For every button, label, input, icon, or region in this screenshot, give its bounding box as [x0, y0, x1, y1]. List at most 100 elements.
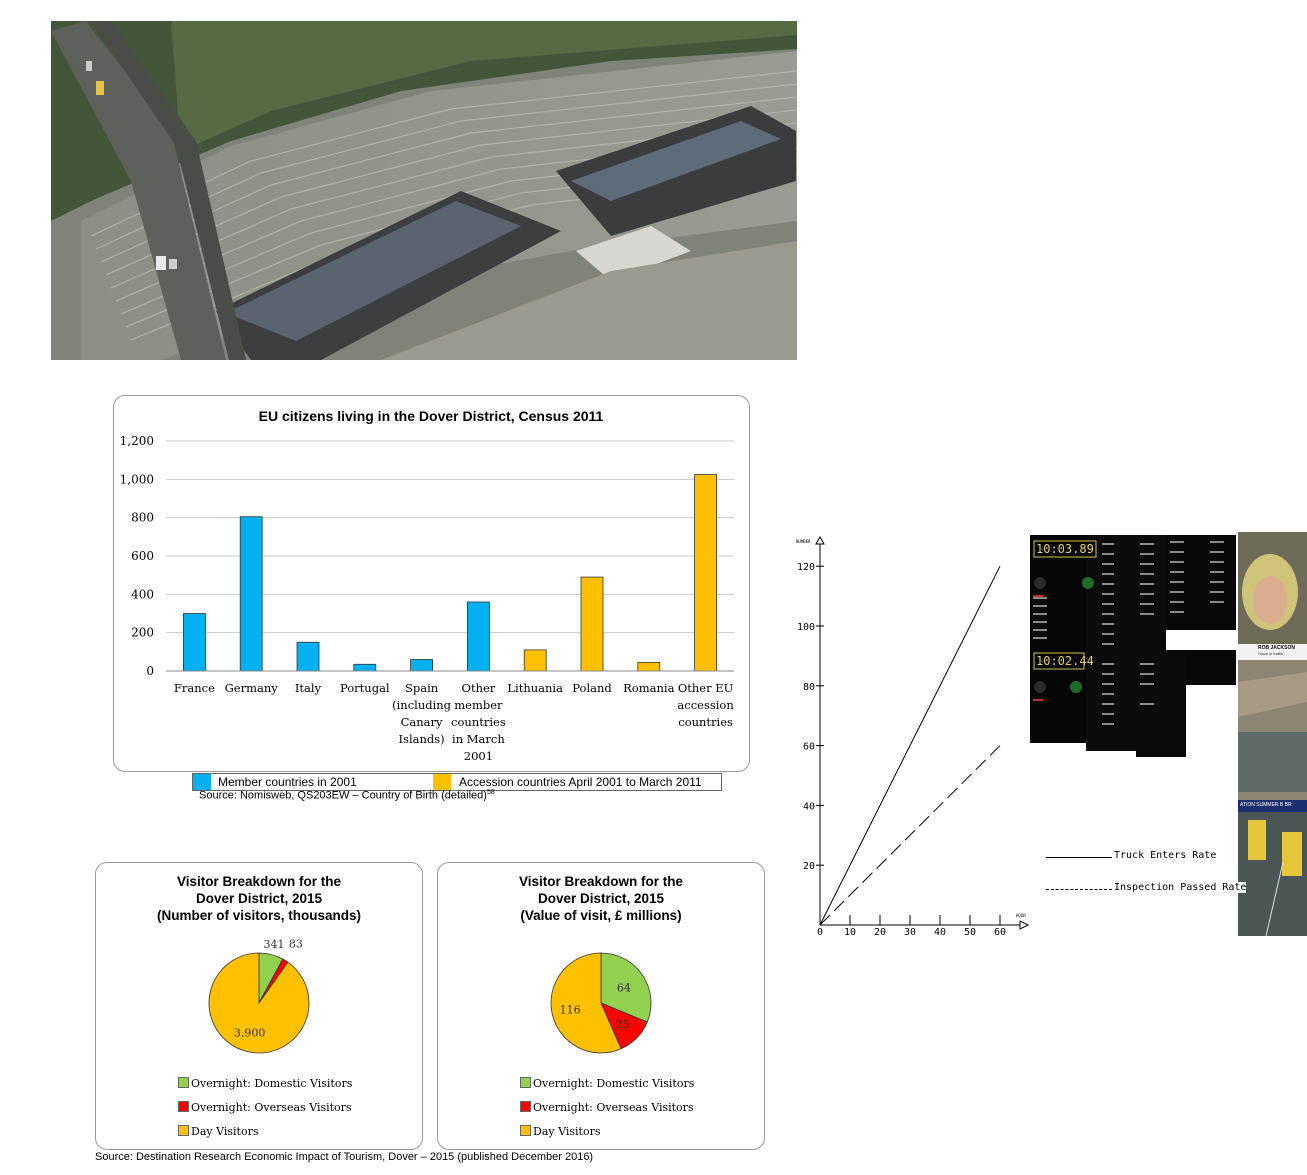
series-line [819, 745, 1001, 926]
pie-value-label: 83 [289, 938, 303, 951]
bar [466, 601, 490, 672]
x-axis-label: HOUR [1016, 913, 1026, 918]
x-tick-label: Portugal [340, 681, 390, 695]
bar-source-text: Source: Nomisweb, QS203EW – Country of B… [199, 789, 487, 802]
bar [296, 641, 320, 672]
x-tick-label: Germany [225, 681, 279, 695]
pie-visitors-title-line: (Number of visitors, thousands) [156, 908, 362, 923]
pie-value-label: 64 [617, 982, 631, 995]
legend-label: Overnight: Overseas Visitors [191, 1101, 352, 1114]
y-tick-label: 1,000 [120, 472, 154, 486]
tablet-timer-2: 10:02.44 [1036, 654, 1094, 668]
bar [353, 663, 377, 672]
x-tick-label: 10 [844, 927, 856, 938]
y-tick-label: 0 [146, 664, 154, 678]
legend-swatch-overseas [520, 1101, 531, 1112]
x-tick-label: Romania [623, 681, 674, 695]
pie-value-legend-overseas: Overnight: Overseas Visitors [520, 1101, 694, 1114]
legend-swatch-domestic [520, 1077, 531, 1088]
pie-visitors-legend-overseas: Overnight: Overseas Visitors [178, 1101, 352, 1114]
x-tick-label: Italy [295, 681, 322, 695]
y-tick-label: 400 [131, 587, 154, 601]
pie-slice [208, 952, 310, 1054]
news-screenshot: ROB JACKSON Stuck in traffic ATION SUMME… [1238, 532, 1307, 936]
x-tick-label: accession [677, 698, 734, 712]
legend-label: Overnight: Overseas Visitors [533, 1101, 694, 1114]
x-tick-label: Poland [572, 681, 612, 695]
x-tick-label: Lithuania [507, 681, 563, 695]
x-tick-label: countries [678, 715, 733, 729]
bar-source-superscript: 58 [486, 789, 495, 796]
legend-label: Overnight: Domestic Visitors [191, 1077, 353, 1090]
line-legend-label: Inspection Passed Rate [1114, 882, 1247, 893]
x-tick-label: Other [462, 681, 496, 695]
pie-value-label: 25 [615, 1018, 629, 1031]
tablet-screenshot: 10:03.89 10:02.44 [1030, 535, 1236, 757]
line-legend-swatch [1046, 889, 1112, 890]
aerial-photo [51, 21, 797, 360]
legend-label: Day Visitors [191, 1125, 259, 1138]
legend-swatch-day [520, 1125, 531, 1136]
x-tick-label: 50 [964, 927, 976, 938]
pie-chart-visitors-panel: Visitor Breakdown for the Dover District… [95, 862, 423, 1150]
tablet-timer-1: 10:03.89 [1036, 542, 1094, 556]
x-tick-label: Canary [401, 715, 443, 729]
legend-swatch-member [193, 774, 211, 790]
bar [183, 613, 206, 672]
y-tick-label: 40 [803, 801, 815, 812]
bar [239, 516, 263, 672]
legend-label: Overnight: Domestic Visitors [533, 1077, 695, 1090]
bar-chart-source: Source: Nomisweb, QS203EW – Country of B… [199, 789, 495, 802]
pie-chart-value-panel: Visitor Breakdown for the Dover District… [437, 862, 765, 1150]
bar [523, 649, 547, 672]
pie-value-legend-domestic: Overnight: Domestic Visitors [520, 1077, 694, 1090]
y-tick-label: 600 [131, 549, 154, 563]
series-line [819, 565, 1001, 926]
legend-swatch-accession [433, 774, 451, 790]
legend-swatch-domestic [178, 1077, 189, 1088]
x-tick-label: 0 [817, 927, 823, 938]
bar-chart-title: EU citizens living in the Dover District… [259, 408, 604, 424]
pie-value-label: 341 [263, 938, 284, 951]
legend-label-accession: Accession countries April 2001 to March … [459, 775, 702, 789]
bar-chart: EU citizens living in the Dover District… [120, 408, 735, 763]
y-tick-label: 100 [797, 622, 815, 633]
bar [694, 474, 717, 672]
pie-slice [600, 952, 652, 1023]
pie-chart-value: 64 25 116 [550, 952, 652, 1054]
y-tick-label: 200 [131, 626, 154, 640]
pie-visitors-title-line: Dover District, 2015 [195, 891, 323, 906]
bar [637, 661, 661, 672]
x-axis-arrow [1019, 920, 1030, 930]
line-chart: NUMBER HOUR 20 40 60 80 100 120 0 10 20 30 40 50 60 [796, 535, 1030, 938]
legend-swatch-day [178, 1125, 189, 1136]
pie-visitors-title-line: Visitor Breakdown for the [176, 874, 342, 889]
pie-chart-visitors: 341 83 3,900 [208, 938, 310, 1054]
pie-value-title-line: Visitor Breakdown for the [518, 874, 684, 889]
x-tick-label: France [174, 681, 215, 695]
pie-value-title-line: (Value of visit, £ millions) [520, 908, 682, 923]
y-axis-label: NUMBER [796, 539, 811, 544]
pie-visitors-legend-day: Day Visitors [178, 1125, 258, 1138]
pie-chart-source: Source: Destination Research Economic Im… [95, 1151, 594, 1163]
bar [580, 576, 604, 672]
line-legend-label: Truck Enters Rate [1114, 850, 1217, 861]
pie-visitors-legend-domestic: Overnight: Domestic Visitors [178, 1077, 352, 1090]
x-tick-label: Islands) [399, 732, 445, 746]
x-tick-label: 60 [994, 927, 1006, 938]
pie-visitors-title: Visitor Breakdown for the Dover District… [96, 873, 422, 924]
bar-chart-legend: Member countries in 2001 Accession count… [192, 773, 722, 791]
y-tick-label: 80 [803, 682, 815, 693]
x-tick-label: countries [451, 715, 506, 729]
y-tick-label: 60 [803, 742, 815, 753]
x-tick-label: Other EU [678, 681, 734, 695]
bar [410, 659, 434, 672]
x-tick-label: (including [392, 698, 452, 712]
news-caption: ROB JACKSON [1258, 645, 1295, 651]
y-tick-label: 1,200 [120, 434, 154, 448]
legend-label: Day Visitors [533, 1125, 601, 1138]
pie-value-title: Visitor Breakdown for the Dover District… [438, 873, 764, 924]
pie-value-label: 116 [560, 1003, 581, 1016]
pie-value-title-line: Dover District, 2015 [537, 891, 665, 906]
line-legend-swatch [1046, 857, 1112, 858]
